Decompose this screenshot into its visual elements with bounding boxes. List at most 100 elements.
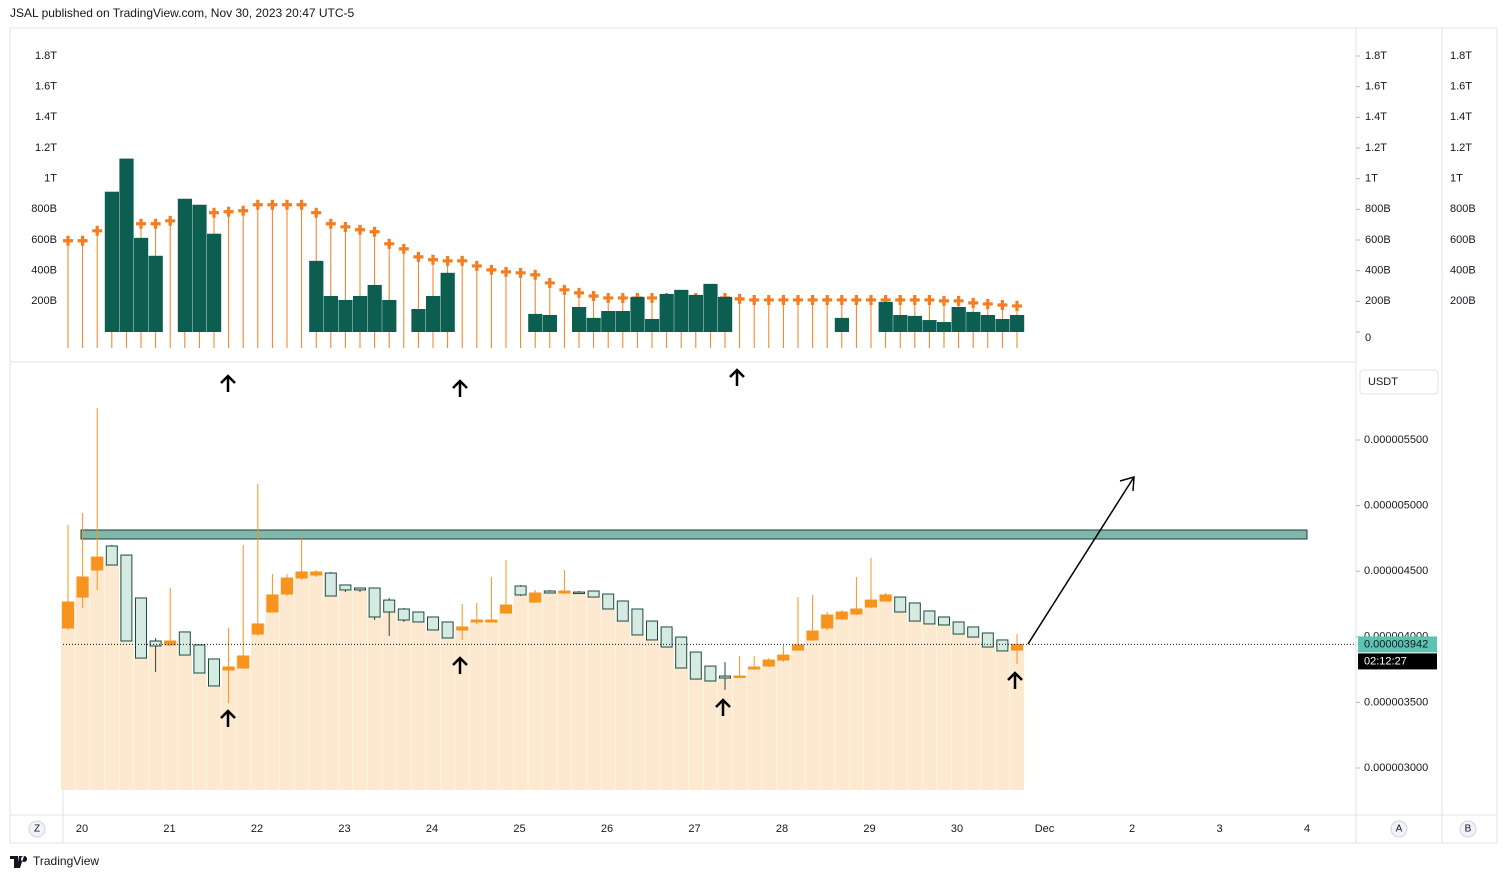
x-tick-label: 27 [688, 823, 700, 835]
indicator-cross [384, 238, 395, 249]
volume-bar [148, 255, 163, 332]
last-price-label: 0.000003942 [1364, 638, 1428, 650]
volume-bar [382, 299, 397, 332]
candle-body [923, 610, 936, 625]
close-column [61, 602, 76, 790]
close-column [703, 681, 718, 790]
indicator-cross [574, 287, 584, 298]
close-column [250, 623, 265, 790]
candle-body [193, 644, 206, 674]
candle-body [91, 556, 104, 571]
volume-bar [1010, 314, 1025, 332]
up-arrow [729, 368, 745, 386]
close-column [834, 612, 849, 790]
indicator-cross [252, 199, 263, 210]
close-column [440, 637, 455, 790]
y-tick-label: 1.2T [1365, 142, 1387, 154]
close-column [426, 629, 441, 790]
y-tick-label: 1.4T [1450, 111, 1472, 123]
indicator-cross [296, 199, 307, 210]
close-column [236, 655, 251, 790]
volume-bar [440, 272, 455, 332]
candle-body [908, 602, 921, 622]
candle-body [719, 675, 731, 679]
candle-body [514, 585, 527, 596]
volume-bar [323, 295, 338, 332]
candle-body [135, 597, 147, 659]
candle-body [529, 592, 542, 603]
x-tick-label: 25 [513, 823, 525, 835]
auto-button[interactable] [1390, 820, 1408, 838]
close-column [353, 589, 368, 790]
candle-body [938, 616, 950, 626]
zoom-button[interactable] [28, 820, 46, 838]
close-column [528, 592, 543, 790]
close-column [484, 620, 499, 790]
indicator-cross [77, 235, 88, 246]
candle-body [850, 608, 863, 615]
indicator-cross [953, 295, 964, 306]
x-tick-label: 2 [1129, 823, 1135, 835]
y-tick-label: 1.6T [1365, 81, 1387, 93]
b-button-label[interactable]: B [1465, 824, 1472, 835]
close-column [572, 592, 587, 790]
close-column [557, 591, 572, 790]
y-tick-label: 800B [1365, 203, 1391, 215]
zoom-button-label[interactable]: Z [34, 824, 40, 835]
indicator-cross [851, 294, 862, 305]
candle-body [675, 636, 688, 669]
auto-button-label[interactable]: A [1396, 824, 1403, 835]
candle-body [777, 654, 790, 661]
close-column [396, 620, 411, 790]
candle-body [733, 675, 746, 679]
volume-bar [119, 158, 134, 332]
indicator-cross [603, 292, 614, 303]
volume-bar [426, 295, 441, 332]
close-column [338, 589, 353, 790]
indicator-cross [428, 254, 438, 265]
indicator-cross [1012, 300, 1022, 311]
candle-body [251, 623, 264, 635]
indicator-cross [413, 251, 424, 262]
candle-body [981, 632, 994, 648]
candle-body [164, 640, 177, 646]
candle-body [704, 665, 717, 682]
candle-body [631, 608, 644, 636]
close-column [937, 624, 952, 790]
volume-bar [615, 310, 630, 332]
candle-body [879, 594, 892, 602]
close-column [995, 650, 1010, 790]
close-column [207, 686, 222, 790]
volume-bar [878, 301, 893, 332]
countdown-label: 02:12:27 [1364, 655, 1407, 667]
indicator-cross [238, 205, 249, 216]
candle-body [397, 608, 410, 621]
indicator-cross [617, 292, 628, 303]
close-column [1010, 644, 1025, 790]
close-column [966, 637, 981, 790]
up-arrow [220, 709, 236, 727]
candle-body [996, 639, 1009, 652]
annotation-arrows [220, 368, 1023, 727]
close-column [849, 608, 864, 790]
resistance-zone [80, 529, 1308, 540]
candle-body [222, 666, 235, 671]
indicator-cross [471, 260, 482, 271]
b-button[interactable] [1459, 820, 1477, 838]
indicator-cross [968, 297, 979, 308]
currency-label: USDT [1368, 376, 1398, 388]
indicator-cross [136, 218, 146, 229]
y-tick-label: 1.8T [1450, 50, 1472, 62]
indicator-cross [457, 255, 468, 266]
indicator-cross [515, 267, 526, 278]
candle-body [806, 630, 819, 641]
last-price-box [1358, 636, 1437, 653]
y-tick-label: 1.8T [1365, 50, 1387, 62]
indicator-cross [749, 294, 760, 305]
candle-body [427, 616, 439, 631]
y-tick-label: 600B [31, 234, 57, 246]
candle-body [281, 577, 293, 595]
indicator-cross [355, 224, 365, 235]
close-column [455, 626, 470, 790]
close-column [820, 615, 835, 790]
